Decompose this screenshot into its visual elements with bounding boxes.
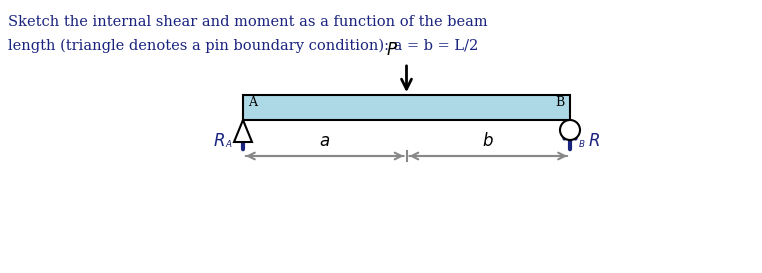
Text: B: B bbox=[555, 96, 565, 109]
Circle shape bbox=[560, 120, 580, 140]
Text: $P$: $P$ bbox=[386, 42, 399, 59]
Polygon shape bbox=[234, 120, 252, 142]
Text: $R$: $R$ bbox=[588, 133, 600, 150]
Text: $_A$: $_A$ bbox=[225, 137, 233, 150]
Text: A: A bbox=[248, 96, 257, 109]
Text: length (triangle denotes a pin boundary condition): a = b = L/2: length (triangle denotes a pin boundary … bbox=[8, 39, 479, 54]
Text: $b$: $b$ bbox=[482, 132, 494, 150]
Text: $_B$: $_B$ bbox=[578, 137, 585, 150]
Text: $a$: $a$ bbox=[319, 133, 330, 150]
Text: $R$: $R$ bbox=[213, 133, 225, 150]
Bar bbox=[243, 95, 570, 120]
Text: Sketch the internal shear and moment as a function of the beam: Sketch the internal shear and moment as … bbox=[8, 15, 488, 29]
